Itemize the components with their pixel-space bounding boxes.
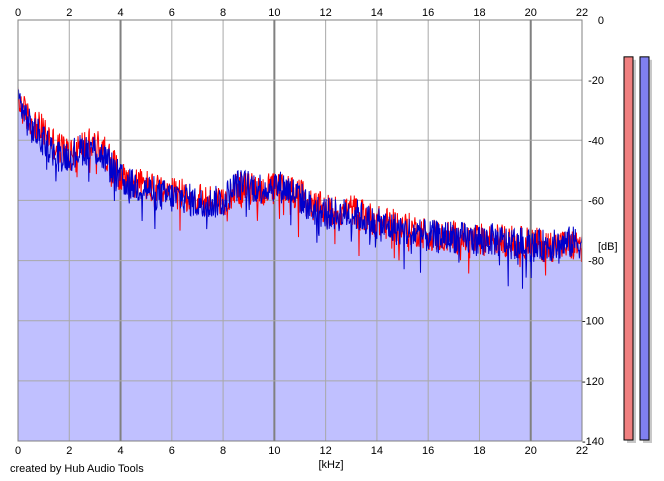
y-tick-label: -40: [588, 135, 604, 147]
x-tick-label-bottom: 0: [15, 445, 21, 457]
x-tick-label-top: 0: [15, 7, 21, 19]
x-tick-label-top: 14: [371, 7, 383, 19]
x-tick-label-top: 2: [66, 7, 72, 19]
x-tick-label-top: 12: [320, 7, 332, 19]
x-tick-label-top: 8: [220, 7, 226, 19]
y-tick-label: -20: [588, 75, 604, 87]
x-tick-label-top: 22: [576, 7, 588, 19]
level-meter-2: [639, 56, 650, 441]
y-tick-label: -140: [582, 436, 604, 448]
x-axis-label: [kHz]: [318, 459, 343, 471]
x-tick-label-top: 10: [268, 7, 280, 19]
x-tick-label-bottom: 16: [422, 445, 434, 457]
y-tick-label: -80: [588, 256, 604, 268]
x-tick-label-bottom: 18: [473, 445, 485, 457]
x-tick-label-bottom: 2: [66, 445, 72, 457]
level-meter-1: [623, 56, 634, 441]
y-tick-label: -100: [582, 316, 604, 328]
credit-text: created by Hub Audio Tools: [10, 463, 144, 475]
y-axis-label: [dB]: [598, 241, 618, 253]
x-tick-label-top: 6: [169, 7, 175, 19]
x-tick-label-bottom: 10: [268, 445, 280, 457]
x-tick-label-bottom: 4: [117, 445, 123, 457]
y-tick-label: 0: [598, 15, 604, 27]
spectrum-fill: [18, 89, 582, 441]
x-tick-label-bottom: 22: [576, 445, 588, 457]
x-tick-label-bottom: 14: [371, 445, 383, 457]
x-tick-label-top: 18: [473, 7, 485, 19]
x-tick-label-top: 16: [422, 7, 434, 19]
x-tick-label-bottom: 6: [169, 445, 175, 457]
y-tick-label: -60: [588, 195, 604, 207]
x-tick-label-top: 4: [117, 7, 123, 19]
y-tick-label: -120: [582, 376, 604, 388]
plot-frame: [17, 19, 583, 442]
series-line-2: [17, 89, 583, 289]
x-tick-label-bottom: 20: [525, 445, 537, 457]
x-tick-label-bottom: 8: [220, 445, 226, 457]
x-tick-label-top: 20: [525, 7, 537, 19]
x-tick-label-bottom: 12: [320, 445, 332, 457]
